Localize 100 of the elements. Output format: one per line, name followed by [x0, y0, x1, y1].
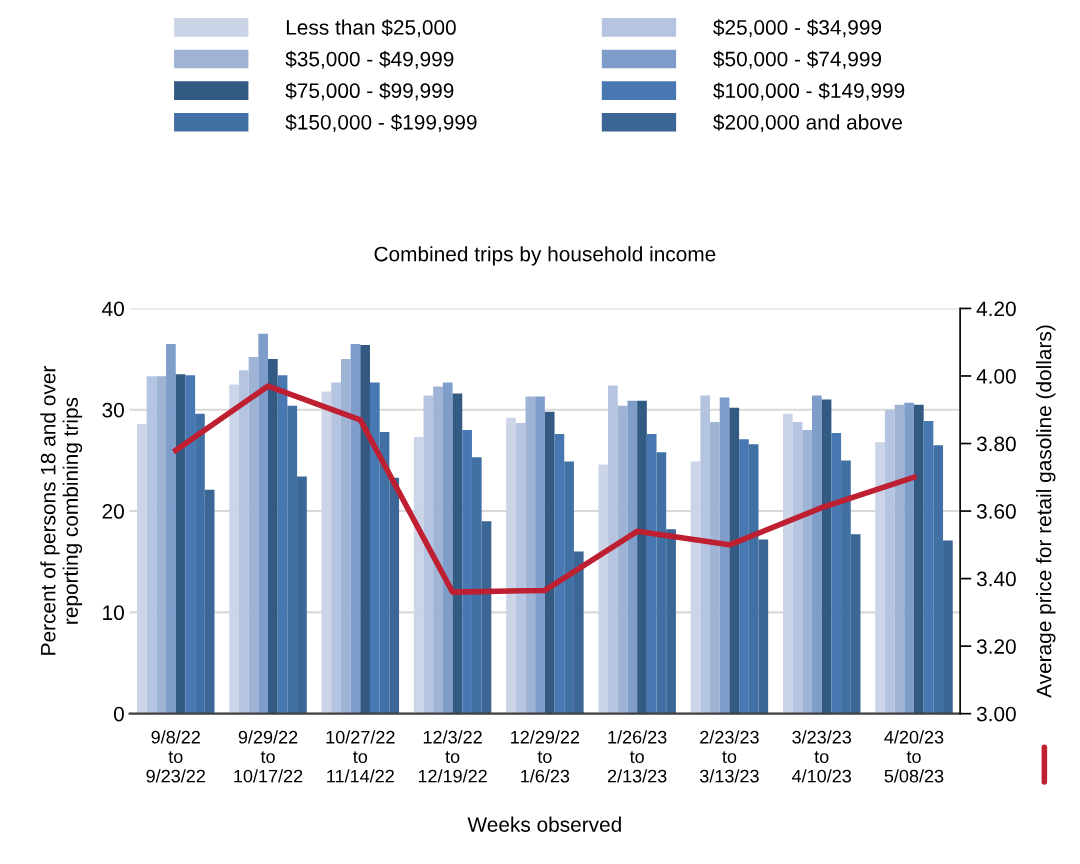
bar — [656, 452, 667, 714]
bar — [297, 476, 307, 714]
bar — [933, 445, 944, 714]
bar — [943, 540, 953, 714]
legend-label: Less than $25,000 — [286, 19, 456, 38]
bar — [544, 411, 555, 714]
bar — [462, 430, 472, 714]
bar — [739, 439, 749, 714]
bar — [884, 409, 895, 714]
y2-tick-label: 3.60 — [976, 504, 1016, 519]
bar — [506, 417, 516, 714]
bar — [268, 359, 278, 714]
bar — [321, 391, 332, 714]
bar — [792, 421, 803, 714]
x-tick-label: 3/23/23 to 4/10/23 — [792, 730, 852, 783]
bar — [875, 442, 885, 714]
bar — [258, 333, 269, 714]
bar — [894, 404, 905, 714]
legend-label: $50,000 - $74,999 — [713, 50, 882, 69]
bar — [350, 343, 361, 714]
bar — [248, 357, 259, 714]
bar — [700, 395, 711, 714]
bar — [452, 393, 463, 714]
y-tick-label: 10 — [103, 605, 124, 621]
x-tick-label: 12/3/22 to 12/19/22 — [418, 730, 487, 783]
bar — [782, 413, 793, 714]
bar — [481, 521, 492, 714]
y2-tick-label: 3.20 — [976, 639, 1016, 654]
bar — [287, 405, 298, 714]
y-tick-label: 30 — [102, 402, 124, 418]
y2-tick-label: 4.00 — [976, 368, 1016, 384]
bar — [166, 343, 176, 714]
bar — [617, 405, 628, 714]
bar — [554, 434, 565, 714]
bar — [515, 422, 526, 714]
x-tick-label: 2/23/23 to 3/13/23 — [699, 730, 759, 783]
bar — [331, 382, 341, 714]
y2-tick-label: 3.00 — [976, 706, 1016, 722]
legend-label: $25,000 - $34,999 — [713, 19, 882, 38]
bar — [442, 382, 453, 714]
y-axis-title: Percent of persons 18 and over reporting combining trips — [40, 366, 83, 655]
x-tick-label: 1/26/23 to 2/13/23 — [607, 730, 667, 783]
x-tick-label: 9/29/22 to 10/17/22 — [234, 730, 303, 783]
legend-label: $100,000 - $149,999 — [713, 82, 905, 101]
bar — [136, 423, 147, 714]
bar — [748, 444, 759, 714]
bar — [608, 385, 618, 714]
bar — [913, 404, 924, 714]
bar — [841, 460, 851, 714]
bar — [238, 370, 249, 714]
y-tick-label: 0 — [113, 706, 124, 722]
x-tick-label: 4/20/23 to 5/08/23 — [884, 730, 944, 783]
bar — [369, 382, 380, 714]
bar — [598, 464, 609, 714]
y2-tick-label: 3.80 — [976, 436, 1016, 452]
legend-label: $150,000 - $199,999 — [285, 114, 477, 133]
bar — [277, 375, 288, 714]
bar — [666, 529, 676, 714]
y2-tick-label: 3.40 — [976, 571, 1016, 587]
bar — [146, 376, 157, 714]
bar — [850, 534, 861, 714]
bar — [433, 386, 443, 714]
legend-label: $200,000 and above — [713, 114, 902, 133]
bar — [719, 397, 730, 714]
x-axis-title: Weeks observed — [467, 816, 621, 832]
chart-title: Combined trips by household income — [374, 246, 716, 266]
bar — [471, 457, 482, 714]
legend-label: $35,000 - $49,999 — [285, 50, 454, 69]
bar — [627, 400, 638, 714]
y2-tick-label: 4.20 — [976, 301, 1016, 317]
bar — [229, 384, 239, 714]
bar — [535, 396, 545, 714]
bar — [646, 434, 657, 714]
bar — [185, 375, 196, 714]
bar — [904, 402, 914, 714]
bar — [204, 489, 215, 714]
x-tick-label: 9/8/22 to 9/23/22 — [146, 730, 205, 783]
bar — [525, 396, 536, 714]
y-tick-label: 20 — [102, 504, 124, 519]
bar — [729, 407, 740, 714]
x-tick-label: 10/27/22 to 11/14/22 — [326, 730, 395, 783]
bar — [758, 539, 769, 714]
bar — [195, 413, 205, 714]
bar — [360, 344, 370, 714]
bar — [389, 477, 400, 714]
bar — [156, 376, 167, 714]
bar — [690, 461, 701, 714]
bar — [923, 420, 934, 714]
legend-label: $75,000 - $99,999 — [285, 82, 454, 101]
bar — [710, 421, 720, 714]
y2-axis-title: Average price for retail gasoline (dollars) — [1036, 325, 1056, 698]
bar — [802, 430, 813, 714]
bar — [175, 374, 186, 714]
bar — [831, 433, 842, 714]
bar — [821, 399, 832, 714]
bar — [413, 437, 424, 714]
y-tick-label: 40 — [102, 301, 124, 317]
x-tick-label: 12/29/22 to 1/6/23 — [511, 730, 580, 783]
bar — [637, 400, 647, 714]
bar — [564, 461, 574, 714]
